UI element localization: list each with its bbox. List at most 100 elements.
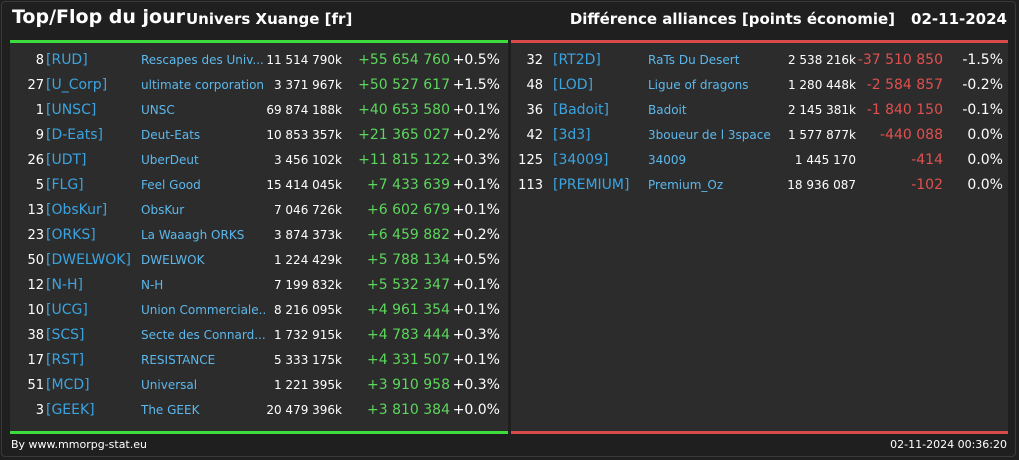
alliance-name: Badoit (648, 103, 687, 117)
gainer-row: 12 [N-H] N-H 7 199 832k +5 532 347 +0.1% (10, 273, 508, 298)
alliance-tag: [ObsKur] (46, 202, 108, 218)
alliance-tag: [GEEK] (46, 402, 95, 418)
percent-change: 0.0% (967, 152, 1003, 168)
percent-change: +0.5% (452, 52, 500, 68)
points-difference: +11 815 122 (358, 152, 450, 168)
gainer-row: 38 [SCS] Secte des Connard... 1 732 915k +4 … (10, 323, 508, 348)
alliance-name: DWELWOK (141, 253, 205, 267)
alliance-tag: [UDT] (46, 152, 87, 168)
gainer-row: 51 [MCD] Universal 1 221 395k +3 910 958 +0.3… (10, 373, 508, 398)
alliance-name: ultimate corporation (141, 78, 265, 92)
alliance-tag: [LOD] (553, 77, 594, 93)
page-title: Top/Flop du jour (12, 6, 185, 28)
alliance-rank: 3 (35, 403, 44, 418)
points-difference: -37 510 850 (857, 52, 943, 68)
points-difference: -2 584 857 (866, 77, 943, 93)
alliance-name: The GEEK (141, 403, 200, 417)
alliance-name: 34009 (648, 153, 687, 167)
alliance-points: 3 371 967k (273, 78, 342, 92)
percent-change: +0.1% (452, 102, 500, 118)
alliance-tag: [34009] (553, 152, 609, 168)
points-difference: +6 602 679 (367, 202, 450, 218)
alliance-name: Premium_Oz (648, 178, 724, 192)
alliance-tag: [U_Corp] (46, 77, 108, 93)
alliance-points: 5 333 175k (273, 353, 342, 367)
alliance-name: ObsKur (141, 203, 185, 217)
alliance-tag: [3d3] (553, 127, 591, 143)
alliance-name: 3boueur de l 3space (648, 128, 771, 142)
alliance-rank: 48 (526, 78, 543, 93)
alliance-rank: 50 (27, 253, 44, 268)
percent-change: +0.3% (452, 327, 500, 343)
points-difference: -1 840 150 (866, 102, 943, 118)
alliance-points: 1 221 395k (273, 378, 342, 392)
points-difference: -440 088 (880, 127, 943, 143)
loser-row: 48 [LOD] Ligue of dragons 1 280 448k -2 584 … (511, 73, 1008, 98)
points-difference: +4 961 354 (367, 302, 450, 318)
percent-change: +0.3% (452, 377, 500, 393)
percent-change: +0.0% (452, 402, 500, 418)
percent-change: +0.1% (452, 202, 500, 218)
points-difference: +6 459 882 (367, 227, 450, 243)
alliance-name: Rescapes des Univ... (141, 53, 264, 67)
percent-change: +0.3% (452, 152, 500, 168)
header-date: 02-11-2024 (911, 10, 1007, 28)
alliance-rank: 13 (27, 203, 44, 218)
alliance-tag: [RT2D] (553, 52, 601, 68)
alliance-tag: [N-H] (46, 277, 83, 293)
points-difference: +4 783 444 (367, 327, 450, 343)
alliance-rank: 125 (518, 153, 543, 168)
alliance-tag: [MCD] (46, 377, 90, 393)
percent-change: +0.1% (452, 352, 500, 368)
alliance-points: 1 224 429k (273, 253, 342, 267)
alliance-name: UberDeut (141, 153, 199, 167)
header: Top/Flop du jour Univers Xuange [fr] Dif… (0, 0, 1019, 40)
gainer-row: 8 [RUD] Rescapes des Univ... 11 514 790k +55… (10, 48, 508, 73)
alliance-tag: [UCG] (46, 302, 88, 318)
alliance-tag: [ORKS] (46, 227, 96, 243)
alliance-rank: 17 (27, 353, 44, 368)
percent-change: +0.2% (452, 227, 500, 243)
alliance-tag: [SCS] (46, 327, 85, 343)
alliance-points: 15 414 045k (266, 178, 342, 192)
percent-change: +0.2% (452, 127, 500, 143)
alliance-points: 1 732 915k (273, 328, 342, 342)
section-heading: Différence alliances [points économie] 02… (570, 10, 1007, 28)
alliance-name: Deut-Eats (141, 128, 201, 142)
gainer-row: 5 [FLG] Feel Good 15 414 045k +7 433 639 +0.1… (10, 173, 508, 198)
loser-row: 113 [PREMIUM] Premium_Oz 18 936 087 -102 0.0% (511, 173, 1008, 198)
points-difference: +3 910 958 (367, 377, 450, 393)
gainer-row: 9 [D-Eats] Deut-Eats 10 853 357k +21 365 027… (10, 123, 508, 148)
points-difference: +4 331 507 (367, 352, 450, 368)
gainer-row: 10 [UCG] Union Commerciale... 8 216 095k +4 … (10, 298, 508, 323)
alliance-rank: 23 (27, 228, 44, 243)
alliance-tag: [RUD] (46, 52, 88, 68)
gainer-row: 17 [RST] RESISTANCE 5 333 175k +4 331 507 +0.… (10, 348, 508, 373)
percent-change: -0.1% (962, 102, 1003, 118)
alliance-points: 20 479 396k (266, 403, 342, 417)
alliance-tag: [D-Eats] (46, 127, 103, 143)
alliance-rank: 26 (27, 153, 44, 168)
top-gainers-panel: 8 [RUD] Rescapes des Univ... 11 514 790k +55… (10, 40, 508, 432)
alliance-rank: 27 (27, 78, 44, 93)
alliance-points: 10 853 357k (266, 128, 342, 142)
percent-change: 0.0% (967, 127, 1003, 143)
alliance-name: Ligue of dragons (648, 78, 749, 92)
universe-label: Univers Xuange [fr] (186, 10, 353, 28)
loser-row: 42 [3d3] 3boueur de l 3space 1 577 877k -440… (511, 123, 1008, 148)
gainer-row: 26 [UDT] UberDeut 3 456 102k +11 815 122 +0.3… (10, 148, 508, 173)
alliance-rank: 8 (35, 53, 44, 68)
alliance-name: RaTs Du Desert (648, 53, 740, 67)
alliance-name: N-H (141, 278, 164, 292)
alliance-points: 2 538 216k (787, 53, 856, 67)
alliance-points: 8 216 095k (273, 303, 342, 317)
points-difference: -414 (911, 152, 943, 168)
alliance-points: 1 280 448k (787, 78, 856, 92)
percent-change: +0.1% (452, 277, 500, 293)
gainer-row: 50 [DWELWOK] DWELWOK 1 224 429k +5 788 134 +0… (10, 248, 508, 273)
points-difference: +50 527 617 (358, 77, 450, 93)
alliance-rank: 5 (35, 178, 44, 193)
percent-change: 0.0% (967, 177, 1003, 193)
alliance-points: 1 445 170 (794, 153, 856, 167)
alliance-rank: 10 (27, 303, 44, 318)
